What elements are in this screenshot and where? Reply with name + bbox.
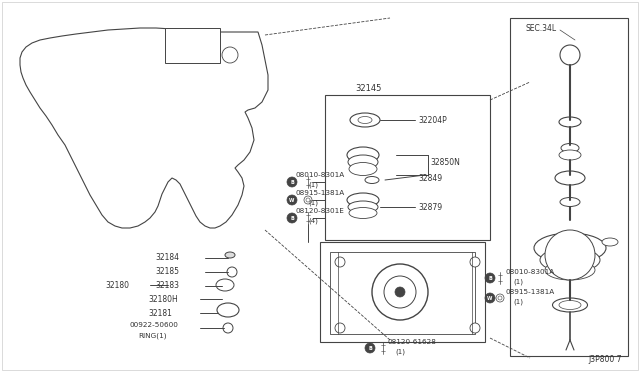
Ellipse shape: [349, 163, 377, 176]
Circle shape: [470, 323, 480, 333]
Text: 08915-1381A: 08915-1381A: [295, 190, 344, 196]
Text: 08915-1381A: 08915-1381A: [505, 289, 554, 295]
Ellipse shape: [560, 198, 580, 206]
Ellipse shape: [559, 117, 581, 127]
Text: B: B: [488, 276, 492, 280]
Text: 32850N: 32850N: [430, 157, 460, 167]
Ellipse shape: [348, 155, 378, 169]
Ellipse shape: [534, 233, 606, 263]
Ellipse shape: [217, 303, 239, 317]
Circle shape: [287, 177, 297, 187]
Text: (4): (4): [308, 218, 318, 224]
Bar: [330, 252, 475, 334]
Circle shape: [545, 230, 595, 280]
Ellipse shape: [365, 176, 379, 183]
Circle shape: [287, 195, 297, 205]
Ellipse shape: [552, 298, 588, 312]
Circle shape: [485, 273, 495, 283]
Circle shape: [384, 276, 416, 308]
Text: 32185: 32185: [155, 267, 179, 276]
Text: B: B: [290, 215, 294, 221]
Text: 08120-61628: 08120-61628: [388, 339, 437, 345]
Text: 32180H: 32180H: [148, 295, 178, 304]
Text: (1): (1): [395, 349, 405, 355]
Text: 08010-8301A: 08010-8301A: [505, 269, 554, 275]
Ellipse shape: [216, 279, 234, 291]
Text: B: B: [368, 346, 372, 350]
Text: 08120-8301E: 08120-8301E: [295, 208, 344, 214]
Text: B: B: [290, 180, 294, 185]
Circle shape: [496, 294, 504, 302]
Text: 32879: 32879: [418, 202, 442, 212]
Text: W: W: [289, 198, 294, 202]
Bar: [320, 242, 485, 342]
Text: RING(1): RING(1): [138, 333, 166, 339]
Bar: [325, 95, 490, 240]
Ellipse shape: [540, 247, 600, 273]
Text: J3P800 7: J3P800 7: [589, 356, 622, 365]
Ellipse shape: [602, 238, 618, 246]
Ellipse shape: [347, 193, 379, 207]
Ellipse shape: [348, 201, 378, 213]
Circle shape: [223, 323, 233, 333]
Circle shape: [470, 257, 480, 267]
Text: 08010-8301A: 08010-8301A: [295, 172, 344, 178]
Circle shape: [227, 267, 237, 277]
Circle shape: [560, 45, 580, 65]
Polygon shape: [20, 28, 268, 228]
Circle shape: [498, 296, 502, 300]
Ellipse shape: [225, 252, 235, 258]
Text: 32180: 32180: [105, 280, 129, 289]
Circle shape: [306, 198, 310, 202]
Ellipse shape: [350, 113, 380, 127]
Ellipse shape: [347, 147, 379, 163]
Text: 32181: 32181: [148, 308, 172, 317]
Circle shape: [365, 343, 375, 353]
Ellipse shape: [349, 208, 377, 218]
Text: 32183: 32183: [155, 282, 179, 291]
Bar: [510, 18, 628, 356]
Text: 32204P: 32204P: [418, 115, 447, 125]
Circle shape: [485, 293, 495, 303]
Text: W: W: [487, 295, 493, 301]
Circle shape: [335, 257, 345, 267]
Ellipse shape: [555, 171, 585, 185]
Bar: [165, 28, 220, 63]
Ellipse shape: [561, 144, 579, 153]
Text: SEC.34L: SEC.34L: [525, 23, 556, 32]
Circle shape: [372, 264, 428, 320]
Text: 00922-50600: 00922-50600: [130, 322, 179, 328]
Text: 32145: 32145: [355, 83, 381, 93]
Circle shape: [304, 196, 312, 204]
Text: (1): (1): [513, 279, 523, 285]
Circle shape: [395, 287, 405, 297]
Ellipse shape: [545, 260, 595, 280]
Ellipse shape: [559, 301, 581, 310]
Text: 32184: 32184: [155, 253, 179, 263]
Circle shape: [287, 213, 297, 223]
Ellipse shape: [358, 116, 372, 124]
Text: (1): (1): [308, 200, 318, 206]
Circle shape: [335, 323, 345, 333]
Text: (1): (1): [513, 299, 523, 305]
Text: (1): (1): [308, 182, 318, 188]
Circle shape: [222, 47, 238, 63]
Ellipse shape: [559, 150, 581, 160]
Text: 32849: 32849: [418, 173, 442, 183]
